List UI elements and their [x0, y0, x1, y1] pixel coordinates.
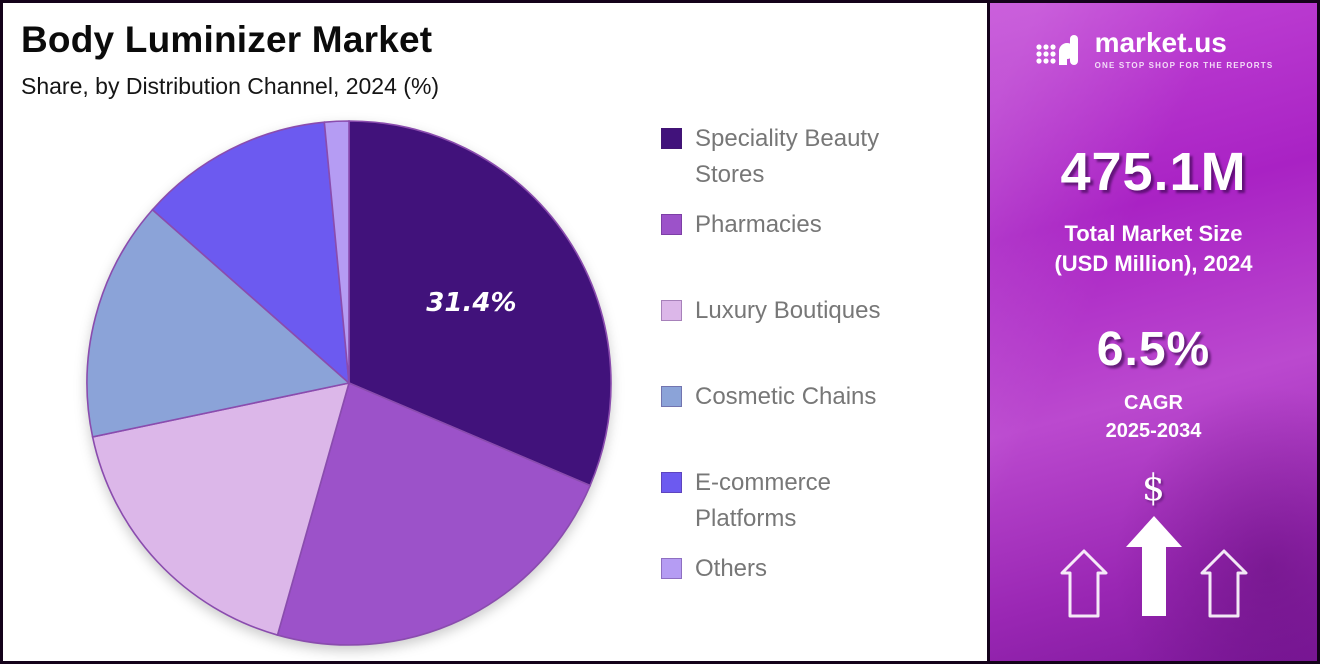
pie-chart: 31.4% — [86, 120, 612, 646]
legend-label: Others — [695, 555, 768, 582]
market-size-label: Total Market Size (USD Million), 2024 — [1054, 219, 1252, 278]
legend-swatch — [661, 300, 682, 321]
page-title: Body Luminizer Market — [21, 19, 433, 60]
legend-label: Luxury Boutiques — [695, 297, 881, 324]
brand-tagline: ONE STOP SHOP FOR THE REPORTS — [1094, 60, 1274, 70]
legend-label: Speciality Beauty Stores — [695, 125, 880, 188]
legend-label: Pharmacies — [695, 211, 822, 238]
market-size-label-line1: Total Market Size — [1064, 221, 1243, 246]
pie-data-label: 31.4% — [426, 288, 516, 318]
cagr-label: CAGR 2025-2034 — [1106, 389, 1202, 445]
pie-slice-e-commerce-platforms — [151, 121, 350, 385]
legend: Speciality Beauty Stores Pharmacies Luxu… — [661, 121, 933, 637]
legend-item: E-commerce Platforms — [661, 465, 933, 551]
brand-name: market.us — [1094, 27, 1227, 59]
legend-swatch — [661, 386, 682, 407]
cagr-label-line2: 2025-2034 — [1105, 420, 1202, 443]
legend-label: Cosmetic Chains — [695, 383, 877, 410]
sidebar: market.us ONE STOP SHOP FOR THE REPORTS … — [987, 3, 1317, 661]
pie-slice-others — [323, 120, 350, 384]
pie-slice-cosmetic-chains — [86, 208, 351, 438]
brand-logo-icon — [1035, 35, 1078, 65]
legend-label: E-commerce Platforms — [695, 469, 832, 532]
legend-item: Luxury Boutiques — [661, 293, 933, 379]
legend-item: Others — [661, 551, 933, 637]
legend-item: Pharmacies — [661, 207, 933, 293]
dollar-icon: $ — [1142, 468, 1165, 510]
market-size-label-line2: (USD Million), 2024 — [1054, 250, 1253, 276]
legend-item: Cosmetic Chains — [661, 379, 933, 465]
legend-item: Speciality Beauty Stores — [661, 121, 933, 207]
legend-swatch — [661, 472, 682, 493]
brand: market.us ONE STOP SHOP FOR THE REPORTS — [1034, 27, 1274, 71]
legend-swatch — [661, 128, 682, 149]
market-size-value: 475.1M — [1060, 142, 1247, 202]
growth-arrows-icon — [1060, 516, 1247, 618]
legend-swatch — [661, 558, 682, 579]
cagr-value: 6.5% — [1096, 323, 1211, 377]
legend-swatch — [661, 214, 682, 235]
pie-slice-pharmacies — [276, 381, 592, 646]
pie-slice-speciality-beauty-stores — [348, 120, 612, 487]
page-subtitle: Share, by Distribution Channel, 2024 (%) — [21, 73, 440, 99]
pie-slice-luxury-boutiques — [91, 381, 351, 637]
cagr-label-line1: CAGR — [1124, 392, 1183, 415]
